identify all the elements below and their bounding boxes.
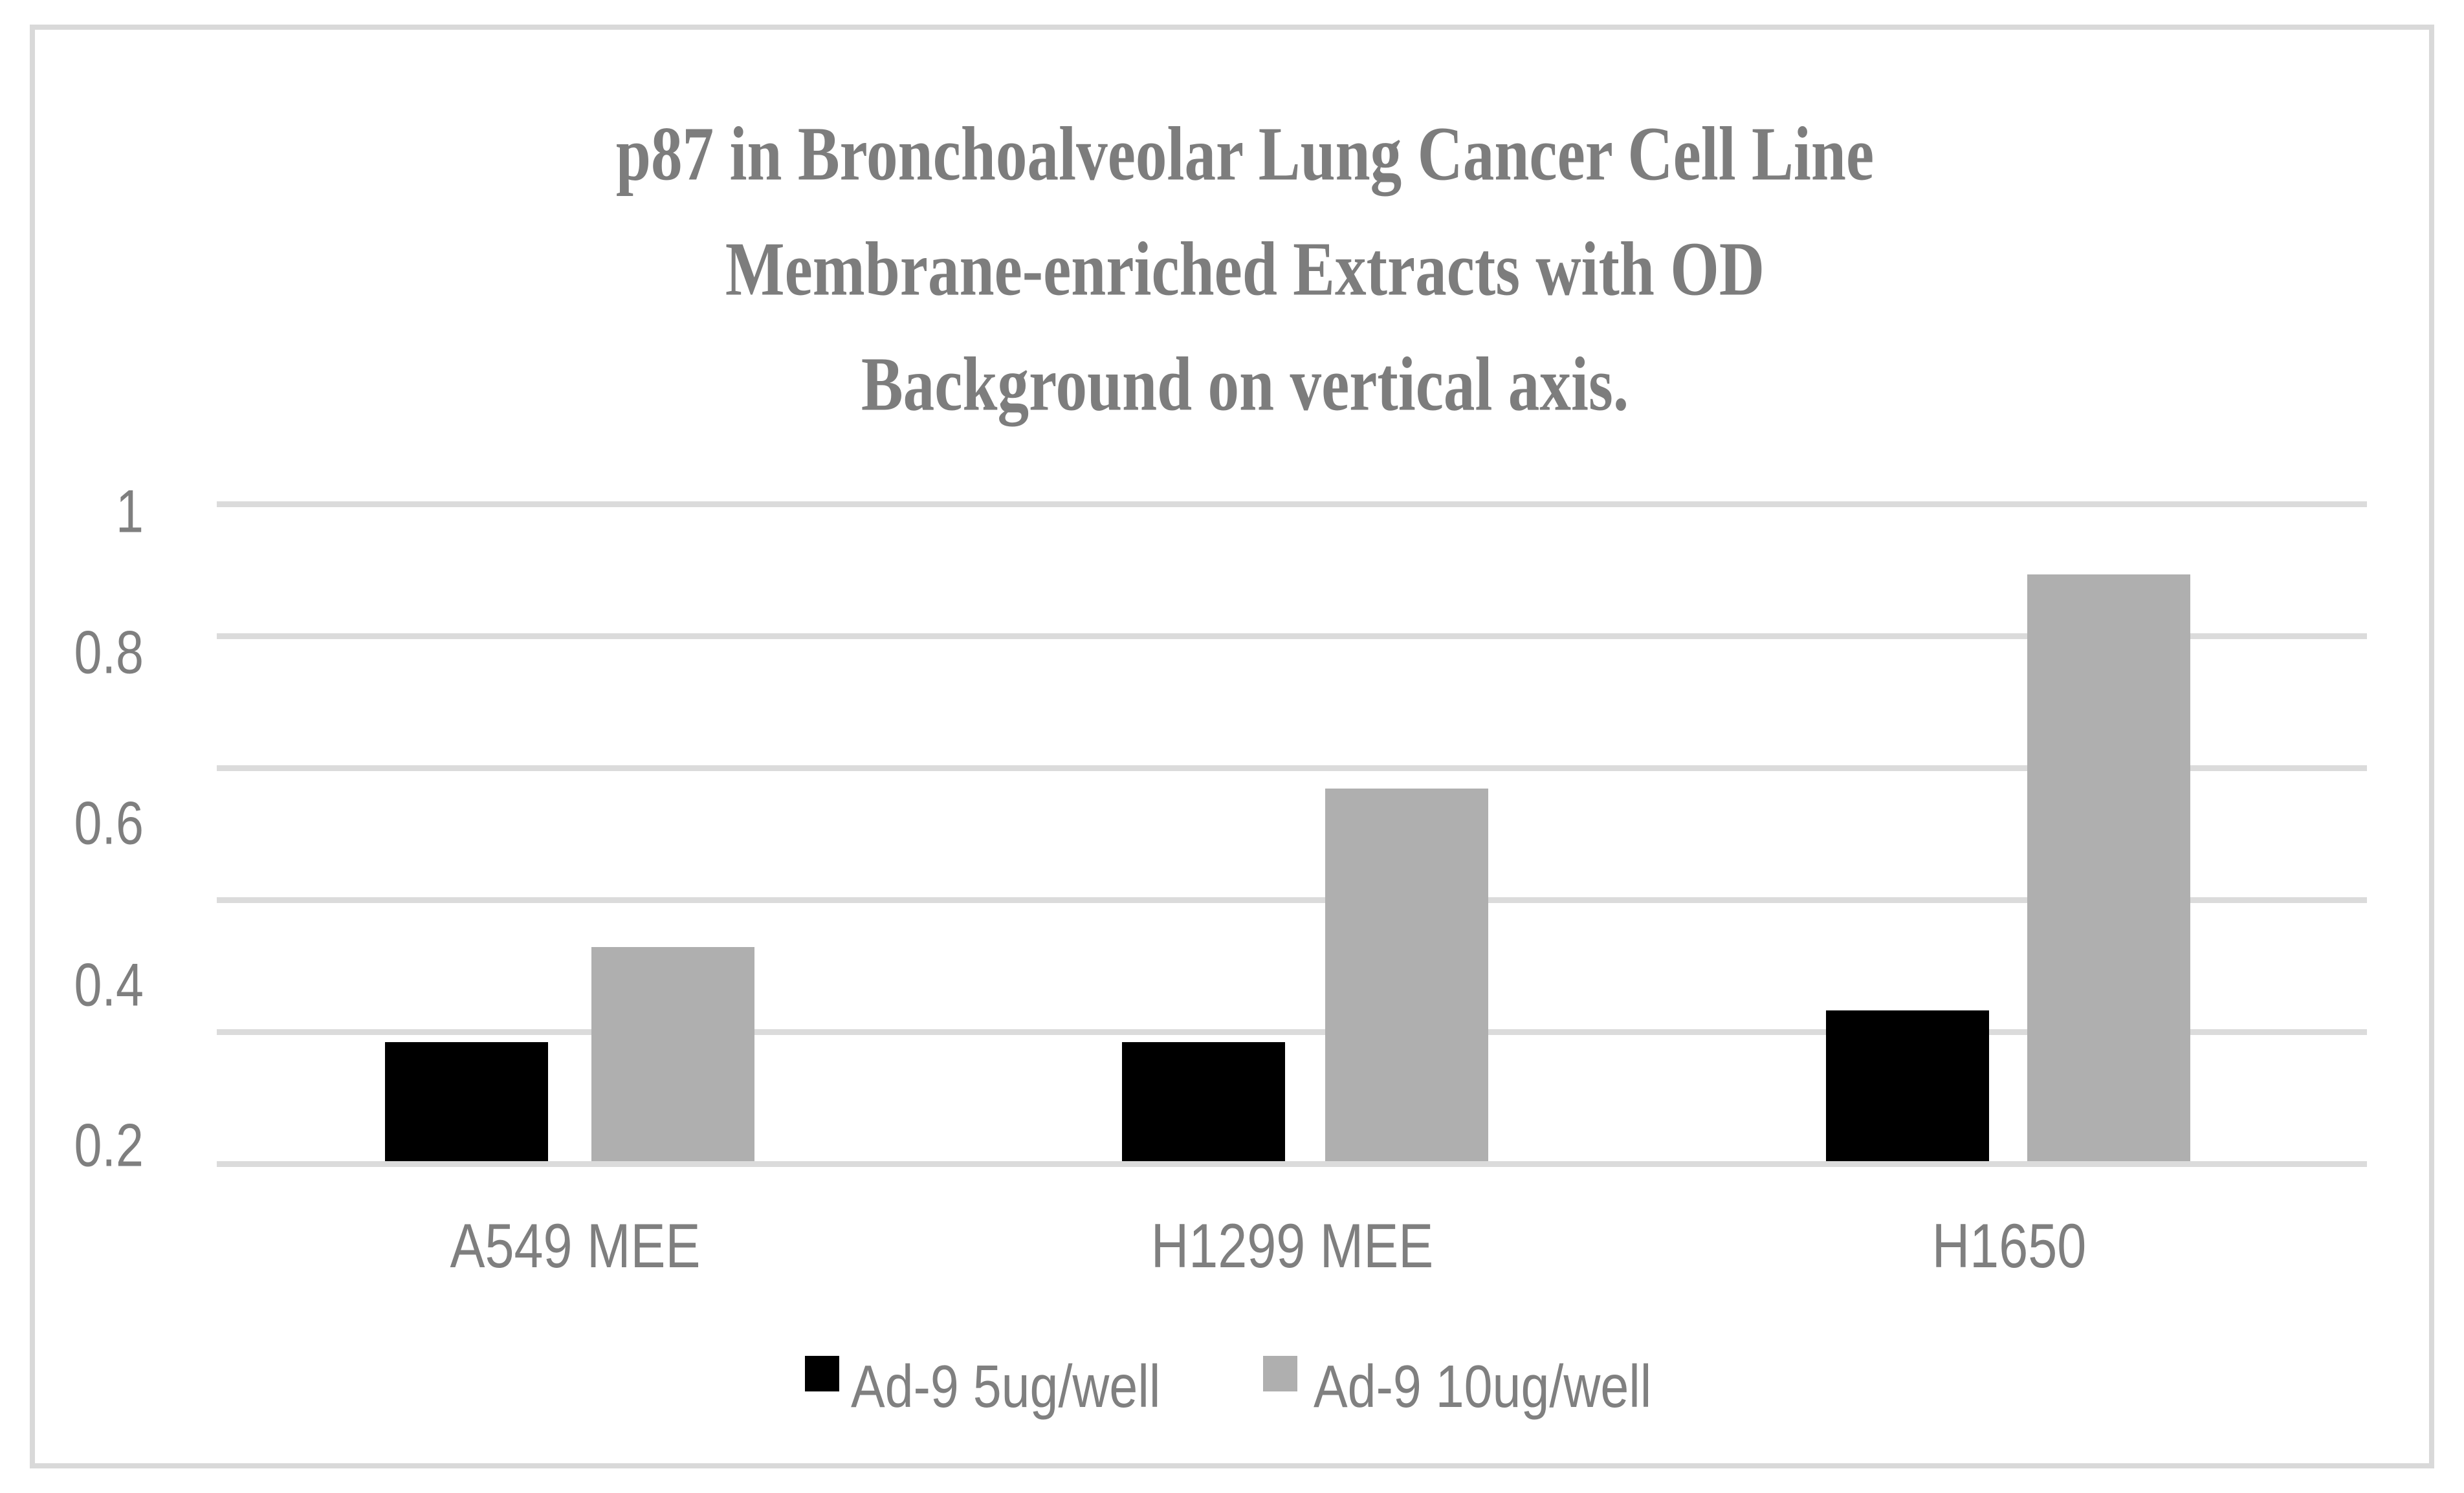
legend-swatch-black bbox=[805, 1356, 839, 1391]
chart-title-line-2: Membrane-enriched Extracts with OD bbox=[725, 227, 1765, 312]
y-axis-tick-label: 0.6 bbox=[74, 789, 144, 857]
gridline bbox=[217, 633, 2367, 639]
bar-a549-mee-series-1 bbox=[385, 1041, 548, 1161]
y-axis-tick-label: 0.2 bbox=[74, 1111, 144, 1179]
y-axis-tick-label: 0.4 bbox=[74, 950, 144, 1019]
bar-h1650-series-2 bbox=[2027, 574, 2190, 1161]
bar-a549-mee-series-2 bbox=[591, 946, 754, 1161]
figure-border bbox=[30, 25, 2434, 1468]
legend-swatch-gray bbox=[1263, 1356, 1297, 1391]
x-axis-category-label: H1650 bbox=[1931, 1210, 2087, 1281]
y-axis-tick-label: 0.8 bbox=[74, 618, 144, 686]
chart-title-line-1: p87 in Bronchoalveolar Lung Cancer Cell … bbox=[615, 111, 1875, 197]
bar-h1299-mee-series-1 bbox=[1122, 1041, 1285, 1161]
legend-label: Ad-9 5ug/well bbox=[851, 1353, 1161, 1420]
x-axis-category-label: H1299 MEE bbox=[1150, 1210, 1434, 1281]
chart-title-line-3: Background on vertical axis. bbox=[861, 342, 1629, 427]
bar-h1299-mee-series-2 bbox=[1325, 788, 1488, 1161]
gridline bbox=[217, 765, 2367, 771]
x-axis-category-label: A549 MEE bbox=[450, 1210, 701, 1281]
legend-label: Ad-9 10ug/well bbox=[1314, 1353, 1652, 1420]
gridline bbox=[217, 1029, 2367, 1035]
bar-h1650-series-1 bbox=[1826, 1010, 1989, 1161]
baseline-gridline bbox=[217, 1161, 2367, 1167]
gridline bbox=[217, 501, 2367, 507]
gridline bbox=[217, 897, 2367, 903]
y-axis-tick-label: 1 bbox=[116, 477, 144, 545]
